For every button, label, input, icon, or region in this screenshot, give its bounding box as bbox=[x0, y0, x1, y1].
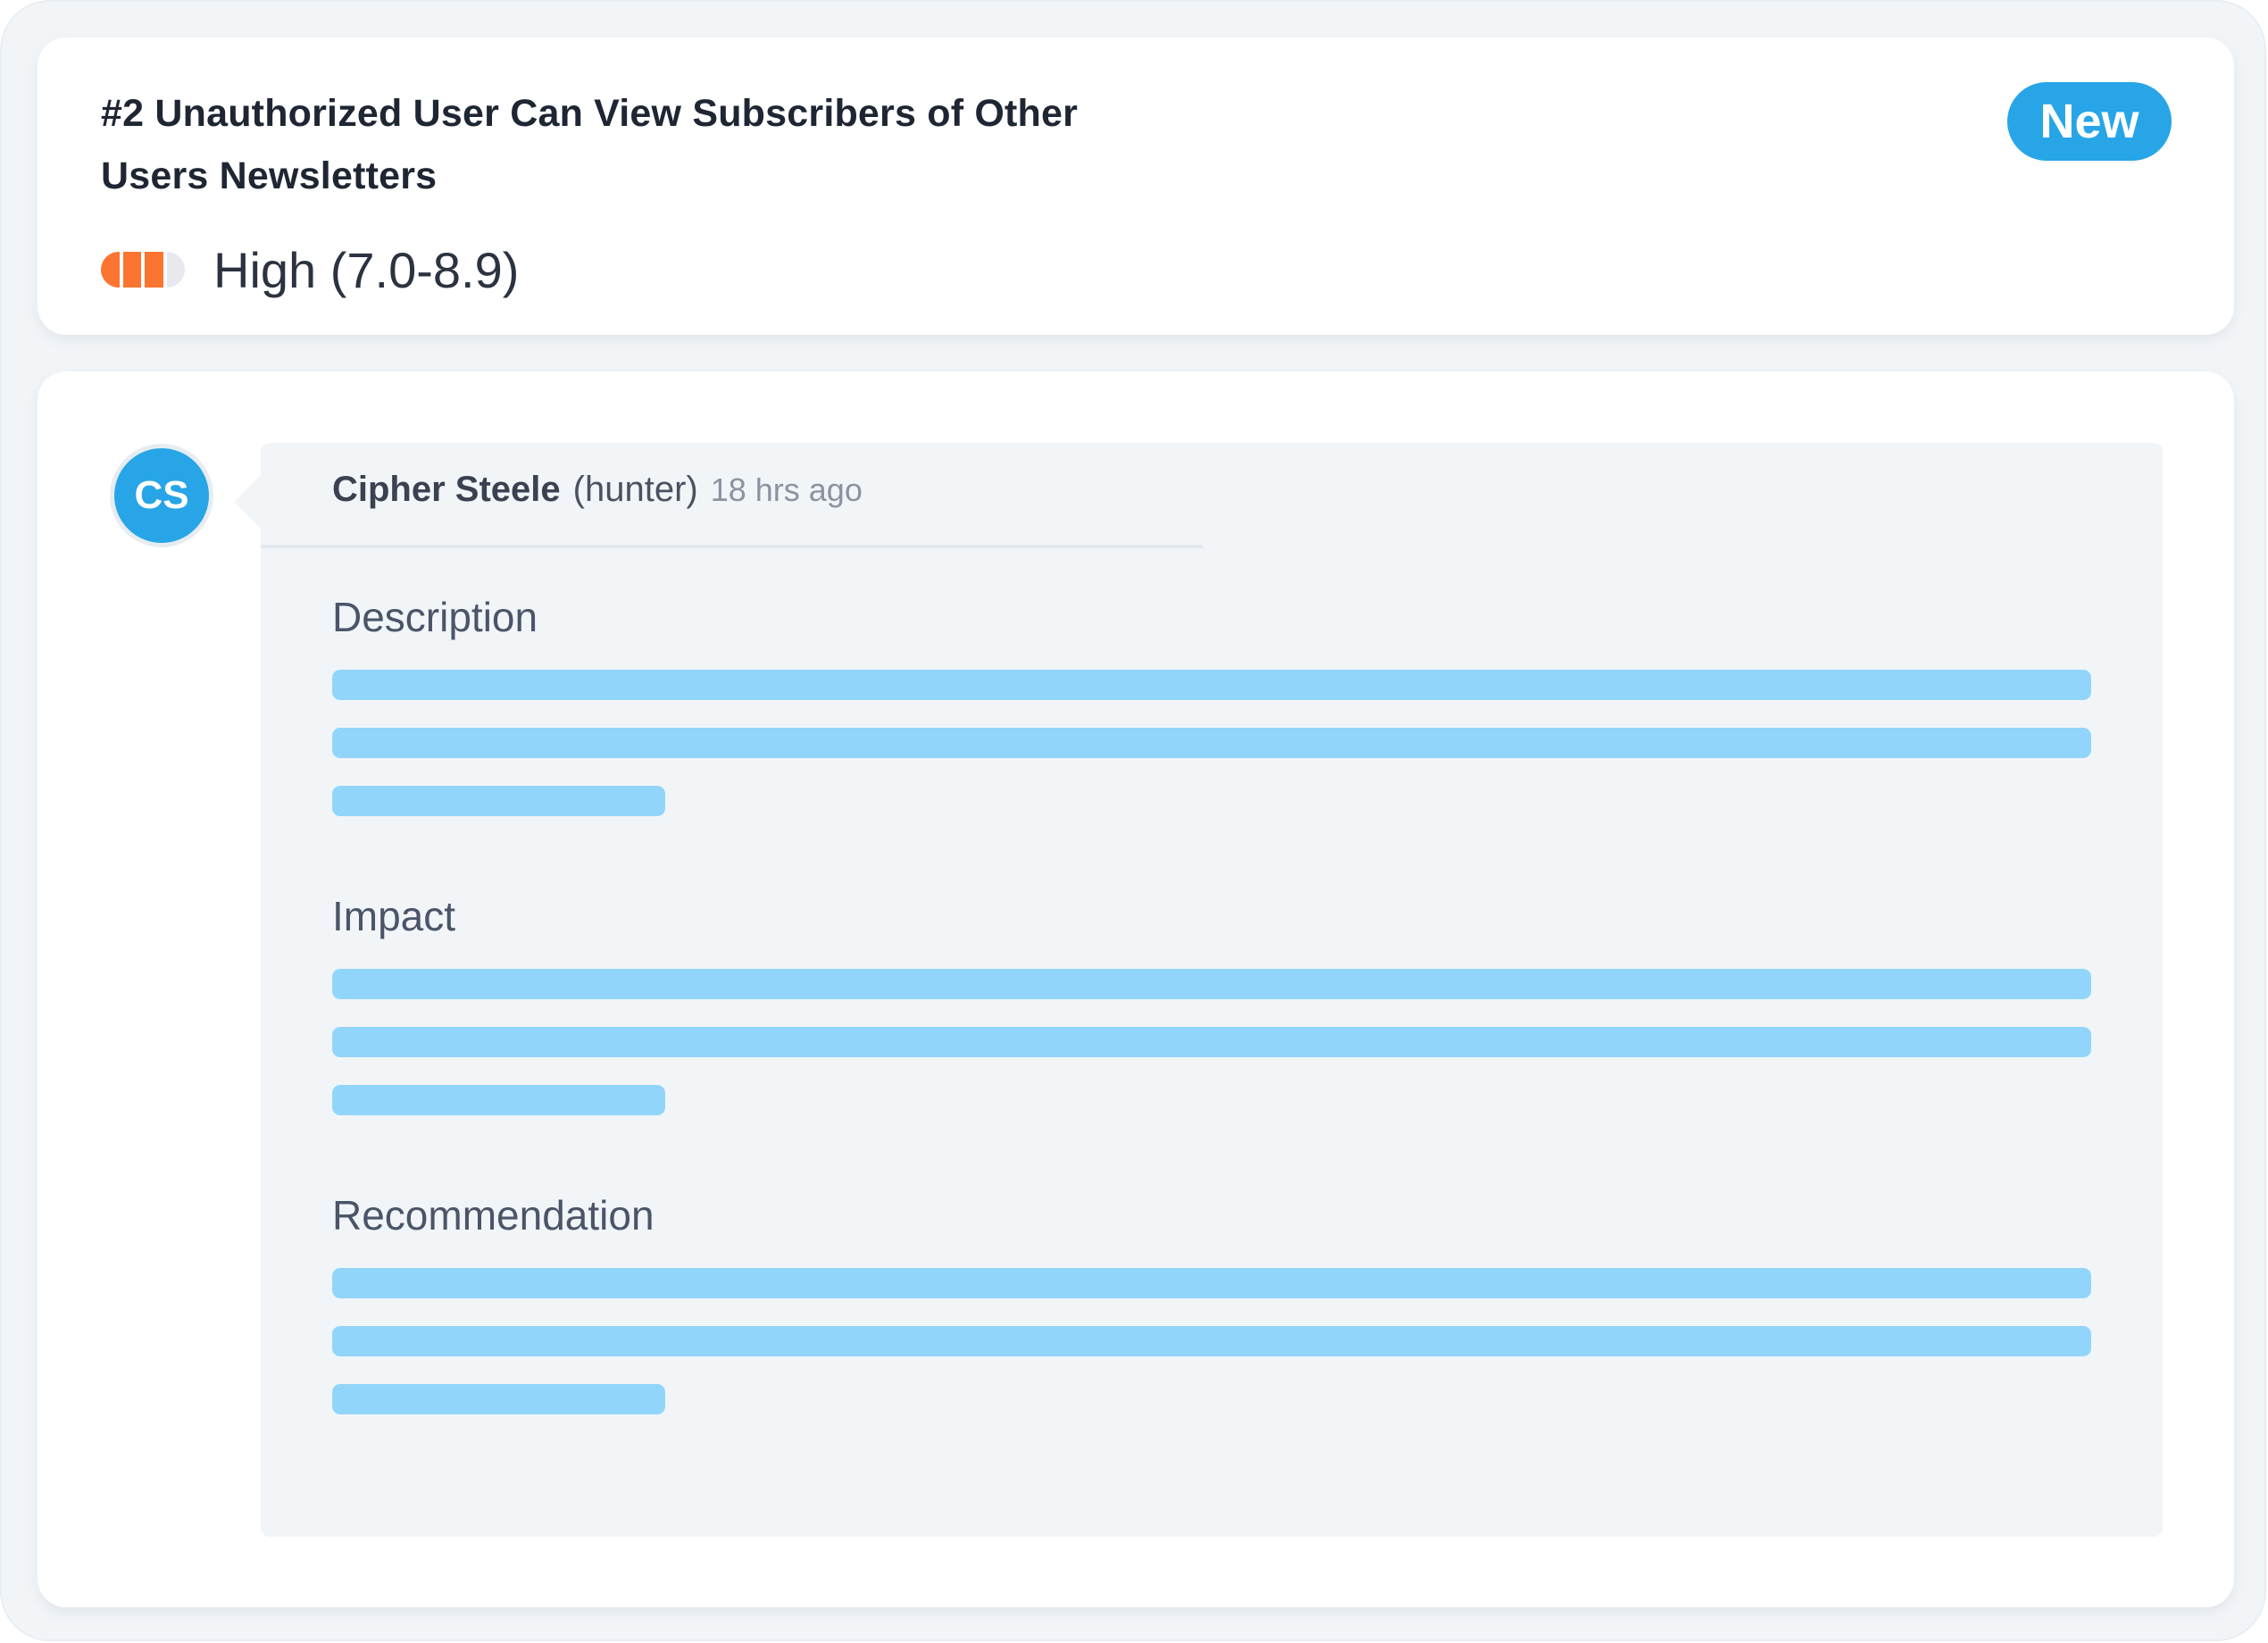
section-heading: Impact bbox=[332, 893, 456, 939]
comment-bubble: Cipher Steele (hunter) 18 hrs ago Descri… bbox=[234, 443, 2163, 1537]
comment-bubble-tail bbox=[234, 475, 261, 529]
report-title: #2 Unauthorized User Can View Subscriber… bbox=[101, 92, 1079, 197]
text-placeholder-line bbox=[332, 670, 2091, 700]
text-placeholder-line bbox=[332, 1326, 2091, 1356]
status-badge: New bbox=[2007, 82, 2172, 161]
section-heading: Recommendation bbox=[332, 1192, 655, 1239]
text-placeholder-line bbox=[332, 786, 665, 816]
author-role: (hunter) bbox=[572, 470, 698, 509]
text-placeholder-line bbox=[332, 728, 2091, 758]
text-placeholder-line bbox=[332, 1268, 2091, 1298]
author-name[interactable]: Cipher Steele bbox=[332, 470, 561, 509]
post-time: 18 hrs ago bbox=[710, 471, 863, 508]
report-body-card: CS Cipher Steele (hunter) 18 hrs ago Des… bbox=[38, 371, 2234, 1607]
comment-meta: Cipher Steele (hunter) 18 hrs ago bbox=[332, 470, 863, 519]
severity-segment bbox=[166, 252, 185, 288]
text-placeholder-line bbox=[332, 969, 2091, 999]
severity-label: High (7.0-8.9) bbox=[213, 241, 520, 298]
avatar[interactable]: CS bbox=[110, 444, 213, 547]
severity-segment bbox=[101, 252, 120, 288]
section-description: Description bbox=[332, 586, 2091, 816]
text-placeholder-line bbox=[332, 1027, 2091, 1057]
section-heading: Description bbox=[332, 594, 538, 640]
section-impact: Impact bbox=[332, 885, 2091, 1115]
severity-meter-icon bbox=[101, 252, 185, 288]
text-placeholder-line bbox=[332, 1384, 665, 1414]
severity-indicator: High (7.0-8.9) bbox=[101, 238, 519, 301]
report-header-card: #2 Unauthorized User Can View Subscriber… bbox=[38, 38, 2234, 335]
severity-segment bbox=[122, 252, 141, 288]
severity-segment bbox=[145, 252, 163, 288]
divider bbox=[261, 545, 1203, 548]
section-recommendation: Recommendation bbox=[332, 1184, 2091, 1414]
text-placeholder-line bbox=[332, 1085, 665, 1115]
